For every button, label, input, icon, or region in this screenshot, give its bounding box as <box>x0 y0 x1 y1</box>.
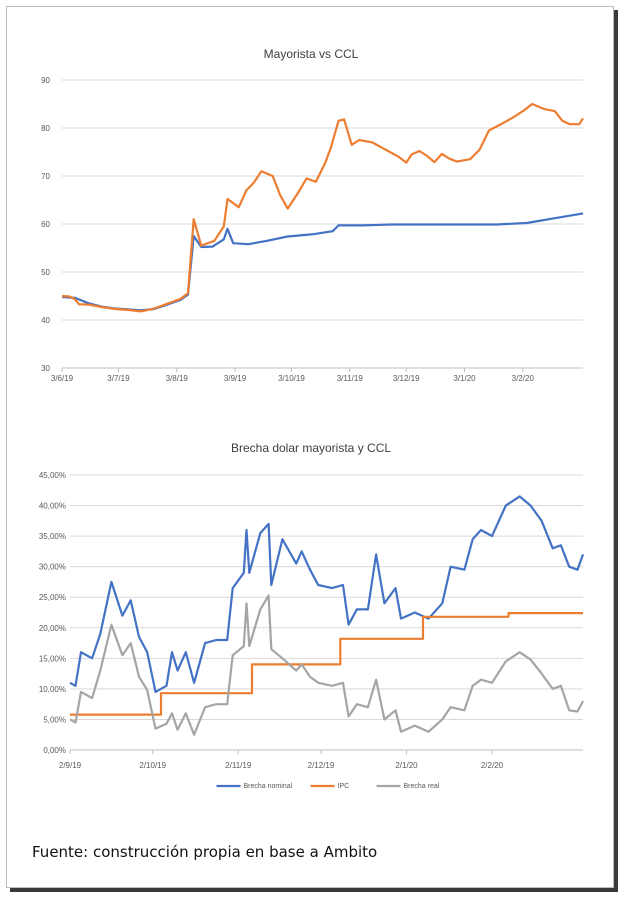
chart2-y-tick-label: 0,00% <box>43 746 66 755</box>
figure-frame <box>6 6 614 888</box>
source-note: Fuente: construcción propia en base a Am… <box>32 843 378 861</box>
chart2-x-tick-label: 2/2/20 <box>481 761 504 770</box>
chart1-y-tick-label: 60 <box>41 220 50 229</box>
chart1-x-tick-label: 3/7/19 <box>107 374 130 383</box>
chart1-x-tick-label: 3/10/19 <box>278 374 305 383</box>
chart1-y-tick-label: 90 <box>41 76 50 85</box>
chart2-line-brecha-real <box>69 594 584 736</box>
chart2-y-tick-label: 25,00% <box>39 593 66 602</box>
chart2-x-tick-label: 2/9/19 <box>59 761 82 770</box>
chart2-line-brecha-nominal <box>69 495 585 693</box>
chart2-y-tick-label: 30,00% <box>39 563 66 572</box>
chart2-x-tick-label: 2/1/20 <box>395 761 418 770</box>
chart2-y-tick-label: 35,00% <box>39 532 66 541</box>
chart2-x-tick-label: 2/11/19 <box>225 761 252 770</box>
chart-brecha-dolar: Brecha dolar mayorista y CCL 0,00% 5,00% 10… <box>39 441 585 790</box>
chart2-title: Brecha dolar mayorista y CCL <box>231 441 391 455</box>
chart2-y-tick-label: 20,00% <box>39 624 66 633</box>
chart2-y-tick-label: 15,00% <box>39 654 66 663</box>
chart2-line-ipc <box>70 612 583 716</box>
chart1-x-tick-label: 3/9/19 <box>224 374 247 383</box>
chart-mayorista-vs-ccl: Mayorista vs CCL 30 40 50 60 70 80 90 3/6/19 3/7/… <box>41 47 584 383</box>
chart2-y-tick-label: 45,00% <box>39 471 66 480</box>
chart2-y-tick-label: 5,00% <box>43 715 66 724</box>
chart2-y-tick-label: 10,00% <box>39 685 66 694</box>
chart1-y-tick-label: 50 <box>41 268 50 277</box>
chart1-y-tick-label: 40 <box>41 316 50 325</box>
chart2-x-tick-label: 2/10/19 <box>139 761 166 770</box>
chart1-x-tick-label: 3/2/20 <box>512 374 535 383</box>
chart1-x-tick-label: 3/1/20 <box>453 374 476 383</box>
chart1-x-tick-label: 3/6/19 <box>51 374 74 383</box>
chart2-x-tick-label: 2/12/19 <box>308 761 335 770</box>
chart1-y-tick-label: 30 <box>41 364 50 373</box>
chart1-x-tick-label: 3/8/19 <box>166 374 189 383</box>
chart1-line-series-1 <box>61 212 584 312</box>
chart1-x-tick-label: 3/11/19 <box>337 374 364 383</box>
chart1-title: Mayorista vs CCL <box>264 47 359 61</box>
chart1-x-tick-label: 3/12/19 <box>393 374 420 383</box>
chart1-y-tick-label: 80 <box>41 124 50 133</box>
legend-label-ipc: IPC <box>338 783 350 790</box>
chart1-y-tick-label: 70 <box>41 172 50 181</box>
legend-label-brecha-nominal: Brecha nominal <box>244 783 293 790</box>
chart2-y-tick-label: 40,00% <box>39 502 66 511</box>
chart1-line-series-2 <box>61 102 584 313</box>
legend-label-brecha-real: Brecha real <box>404 783 440 790</box>
